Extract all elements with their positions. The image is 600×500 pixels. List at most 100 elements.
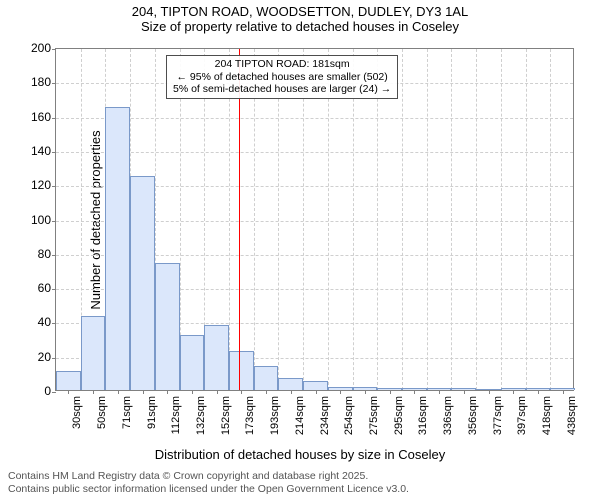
xtick-label: 418sqm: [541, 396, 553, 456]
xtick-label: 112sqm: [170, 396, 182, 456]
ytick-mark: [52, 289, 56, 290]
histogram-bar: [476, 389, 501, 390]
xtick-mark: [217, 390, 218, 394]
xtick-label: 377sqm: [492, 396, 504, 456]
ytick-label: 180: [5, 75, 51, 89]
ytick-mark: [52, 392, 56, 393]
xtick-mark: [192, 390, 193, 394]
footer-line-2: Contains public sector information licen…: [8, 483, 409, 496]
gridline-vertical: [476, 49, 477, 390]
chart-title-line1: 204, TIPTON ROAD, WOODSETTON, DUDLEY, DY…: [0, 4, 600, 19]
histogram-bar: [526, 388, 551, 390]
xtick-mark: [291, 390, 292, 394]
ytick-mark: [52, 186, 56, 187]
ytick-label: 100: [5, 213, 51, 227]
annotation-line-3: 5% of semi-detached houses are larger (2…: [173, 83, 391, 96]
xtick-label: 50sqm: [96, 396, 108, 456]
ytick-label: 80: [5, 247, 51, 261]
ytick-mark: [52, 118, 56, 119]
gridline-vertical: [328, 49, 329, 390]
histogram-bar: [377, 388, 402, 390]
gridline-vertical: [353, 49, 354, 390]
ytick-label: 140: [5, 144, 51, 158]
gridline-vertical: [526, 49, 527, 390]
histogram-bar: [402, 388, 427, 390]
ytick-mark: [52, 221, 56, 222]
xtick-mark: [167, 390, 168, 394]
xtick-label: 214sqm: [294, 396, 306, 456]
gridline-vertical: [229, 49, 230, 390]
xtick-label: 71sqm: [121, 396, 133, 456]
chart-title-line2: Size of property relative to detached ho…: [0, 19, 600, 34]
ytick-label: 0: [5, 384, 51, 398]
xtick-mark: [266, 390, 267, 394]
histogram-bar: [130, 176, 155, 390]
xtick-mark: [118, 390, 119, 394]
gridline-vertical: [377, 49, 378, 390]
gridline-vertical: [402, 49, 403, 390]
ytick-label: 120: [5, 178, 51, 192]
histogram-bar: [550, 388, 575, 390]
histogram-bar: [155, 263, 180, 390]
xtick-label: 173sqm: [244, 396, 256, 456]
histogram-bar: [81, 316, 106, 390]
histogram-bar: [451, 388, 476, 390]
gridline-vertical: [303, 49, 304, 390]
gridline-vertical: [278, 49, 279, 390]
xtick-label: 438sqm: [566, 396, 578, 456]
xtick-mark: [68, 390, 69, 394]
xtick-label: 132sqm: [195, 396, 207, 456]
xtick-mark: [414, 390, 415, 394]
xtick-label: 397sqm: [516, 396, 528, 456]
xtick-mark: [365, 390, 366, 394]
gridline-vertical: [550, 49, 551, 390]
xtick-mark: [489, 390, 490, 394]
histogram-bar: [353, 387, 378, 390]
xtick-mark: [563, 390, 564, 394]
xtick-mark: [241, 390, 242, 394]
ytick-mark: [52, 83, 56, 84]
gridline-vertical: [427, 49, 428, 390]
ytick-mark: [52, 49, 56, 50]
xtick-label: 30sqm: [71, 396, 83, 456]
xtick-mark: [316, 390, 317, 394]
marker-annotation-box: 204 TIPTON ROAD: 181sqm ← 95% of detache…: [166, 55, 398, 99]
histogram-bar: [427, 388, 452, 390]
histogram-bar: [56, 371, 81, 390]
gridline-horizontal: [56, 152, 573, 153]
xtick-label: 91sqm: [146, 396, 158, 456]
footer-line-1: Contains HM Land Registry data © Crown c…: [8, 470, 409, 483]
xtick-mark: [538, 390, 539, 394]
ytick-mark: [52, 358, 56, 359]
ytick-mark: [52, 255, 56, 256]
histogram-bar: [204, 325, 229, 390]
xtick-label: 295sqm: [393, 396, 405, 456]
xtick-label: 316sqm: [417, 396, 429, 456]
chart-plot-area: 204 TIPTON ROAD: 181sqm ← 95% of detache…: [55, 48, 574, 391]
xtick-mark: [340, 390, 341, 394]
xtick-label: 193sqm: [269, 396, 281, 456]
histogram-bar: [254, 366, 279, 390]
annotation-line-2: ← 95% of detached houses are smaller (50…: [173, 71, 391, 84]
histogram-bar: [229, 351, 254, 390]
histogram-bar: [328, 387, 353, 390]
histogram-bar: [303, 381, 328, 390]
histogram-bar: [501, 388, 526, 390]
xtick-label: 254sqm: [343, 396, 355, 456]
xtick-label: 336sqm: [442, 396, 454, 456]
xtick-mark: [513, 390, 514, 394]
histogram-bar: [278, 378, 303, 390]
ytick-mark: [52, 152, 56, 153]
ytick-label: 60: [5, 281, 51, 295]
annotation-line-1: 204 TIPTON ROAD: 181sqm: [173, 58, 391, 71]
histogram-bar: [180, 335, 205, 390]
property-marker-line: [239, 49, 240, 390]
xtick-mark: [439, 390, 440, 394]
xtick-mark: [143, 390, 144, 394]
xtick-label: 234sqm: [319, 396, 331, 456]
attribution-footer: Contains HM Land Registry data © Crown c…: [8, 470, 409, 496]
ytick-label: 20: [5, 350, 51, 364]
histogram-bar: [105, 107, 130, 390]
gridline-vertical: [501, 49, 502, 390]
xtick-label: 356sqm: [467, 396, 479, 456]
